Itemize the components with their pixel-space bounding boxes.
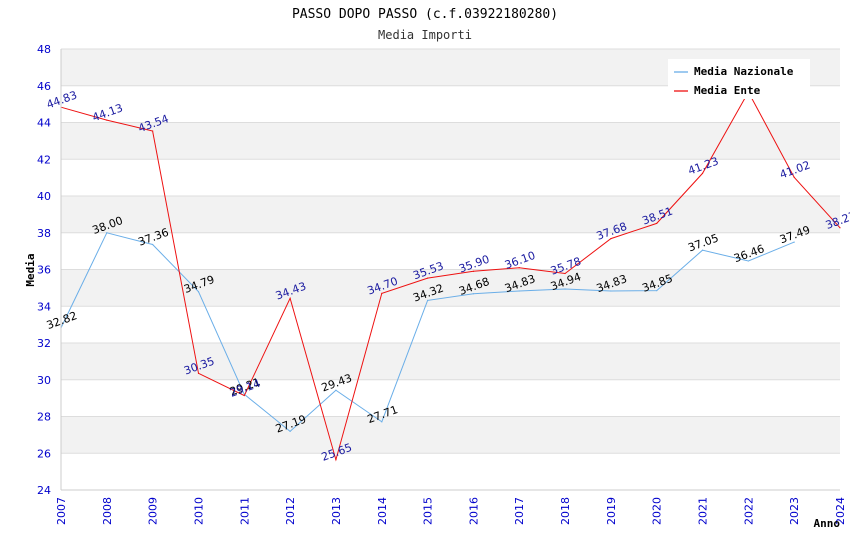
data-point xyxy=(106,119,108,121)
y-tick-label: 24 xyxy=(37,484,51,497)
data-point xyxy=(701,249,704,251)
y-tick-label: 32 xyxy=(37,337,51,350)
x-tick-label: 2007 xyxy=(55,497,68,525)
y-tick-label: 38 xyxy=(37,227,51,240)
data-point xyxy=(243,394,245,397)
data-point xyxy=(564,288,566,290)
y-tick-label: 48 xyxy=(37,43,51,56)
data-point xyxy=(747,260,749,262)
grid-band xyxy=(61,343,840,380)
data-point xyxy=(518,290,520,292)
grid-band xyxy=(61,306,840,343)
series-lines xyxy=(60,90,841,462)
x-tick-label: 2012 xyxy=(284,497,297,525)
grid-band xyxy=(61,379,840,417)
axes: 24 26 28 30 32 34 36 38 40 42 44 46 48 2007 2008 2009 20… xyxy=(37,43,847,525)
x-tick-label: 2020 xyxy=(651,497,664,525)
data-point xyxy=(381,292,383,294)
data-point xyxy=(152,130,154,132)
y-tick-label: 28 xyxy=(37,411,51,424)
data-point xyxy=(564,272,566,275)
y-tick-label: 26 xyxy=(37,447,51,460)
grid-band xyxy=(61,416,840,454)
series-line-1 xyxy=(60,90,841,462)
y-tick-label: 30 xyxy=(37,374,51,387)
x-tick-label: 2024 xyxy=(834,497,847,525)
x-tick-label: 2016 xyxy=(467,497,480,525)
grid-band xyxy=(61,269,840,307)
data-point xyxy=(289,430,291,432)
x-tick-label: 2014 xyxy=(376,497,389,525)
legend-box xyxy=(668,59,810,99)
plot-grid xyxy=(61,48,840,491)
data-point xyxy=(152,243,154,246)
data-point xyxy=(426,299,429,301)
x-tick-label: 2010 xyxy=(192,497,205,525)
x-tick-label: 2021 xyxy=(697,497,710,525)
data-point xyxy=(839,227,841,229)
data-point xyxy=(289,297,291,299)
x-tick-label: 2008 xyxy=(101,497,114,525)
x-tick-label: 2023 xyxy=(788,497,801,525)
data-point xyxy=(197,291,200,293)
data-point xyxy=(197,372,200,374)
legend: Media Nazionale Media Ente xyxy=(668,59,810,99)
data-point xyxy=(518,267,520,269)
grid-band xyxy=(61,159,840,196)
data-point xyxy=(656,222,658,224)
data-point xyxy=(335,459,337,461)
grid-band xyxy=(61,196,840,233)
data-point xyxy=(335,389,337,391)
data-point xyxy=(701,172,704,174)
data-point xyxy=(472,270,475,272)
data-point xyxy=(610,238,612,240)
y-tick-label: 46 xyxy=(37,80,51,93)
x-tick-label: 2022 xyxy=(742,497,755,525)
grid-band xyxy=(61,232,840,270)
grid-band xyxy=(61,453,840,490)
data-point xyxy=(793,176,795,178)
data-point xyxy=(610,290,612,292)
y-tick-label: 40 xyxy=(37,190,51,203)
x-tick-label: 2018 xyxy=(559,497,572,525)
data-point xyxy=(472,293,475,295)
y-tick-label: 44 xyxy=(37,117,51,130)
legend-label-media-ente: Media Ente xyxy=(694,84,761,97)
chart-subtitle: Media Importi xyxy=(378,28,472,42)
data-point xyxy=(106,232,108,234)
x-tick-label: 2017 xyxy=(513,497,526,525)
x-axis-title: Anno xyxy=(814,517,841,530)
x-tick-label: 2009 xyxy=(147,497,160,525)
data-point xyxy=(381,421,383,423)
chart-title: PASSO DOPO PASSO (c.f.03922180280) xyxy=(292,7,558,22)
x-tick-label: 2019 xyxy=(605,497,618,525)
y-tick-label: 36 xyxy=(37,264,51,277)
y-axis-title: Media xyxy=(24,253,37,286)
data-point xyxy=(793,241,795,243)
legend-label-media-nazionale: Media Nazionale xyxy=(694,65,794,78)
x-tick-label: 2011 xyxy=(238,497,251,525)
data-point xyxy=(426,277,429,279)
grid-band xyxy=(61,122,840,160)
x-tick-label: 2013 xyxy=(330,497,343,525)
x-tick-label: 2015 xyxy=(422,497,435,525)
y-tick-label: 42 xyxy=(37,153,51,166)
data-point xyxy=(656,290,658,292)
y-tick-label: 34 xyxy=(37,300,51,313)
